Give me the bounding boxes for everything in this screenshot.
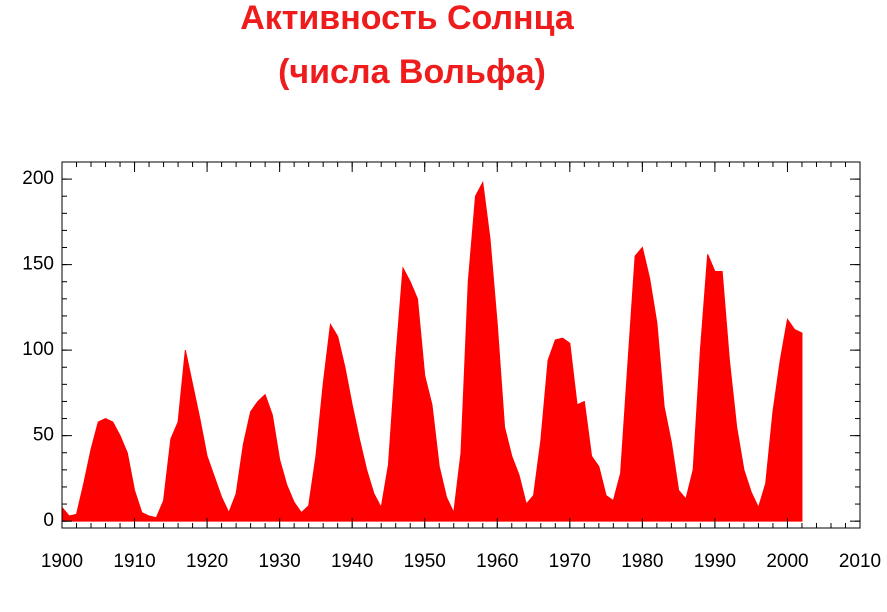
area	[61, 180, 803, 522]
y-tick-label: 100	[22, 339, 54, 360]
y-tick-label: 150	[22, 254, 54, 275]
x-tick-label: 1940	[331, 551, 373, 572]
y-tick-label: 0	[43, 510, 54, 531]
y-tick-label: 200	[22, 168, 54, 189]
x-tick-label: 1930	[258, 551, 300, 572]
x-tick-label: 1900	[41, 551, 83, 572]
plot-frame	[61, 161, 861, 529]
x-tick-label: 1920	[186, 551, 228, 572]
x-tick-label: 1950	[404, 551, 446, 572]
x-tick-label: 1980	[621, 551, 663, 572]
x-tick-label: 1970	[549, 551, 591, 572]
y-tick-label: 50	[33, 425, 54, 446]
chart-subtitle: (числа Вольфа)	[278, 53, 546, 91]
chart-title: Активность Солнца	[240, 0, 575, 37]
x-tick-label: 1990	[694, 551, 736, 572]
x-tick-label: 2010	[839, 551, 881, 572]
x-tick-label: 1910	[113, 551, 155, 572]
x-tick-label: 2000	[766, 551, 808, 572]
x-tick-label: 1960	[476, 551, 518, 572]
